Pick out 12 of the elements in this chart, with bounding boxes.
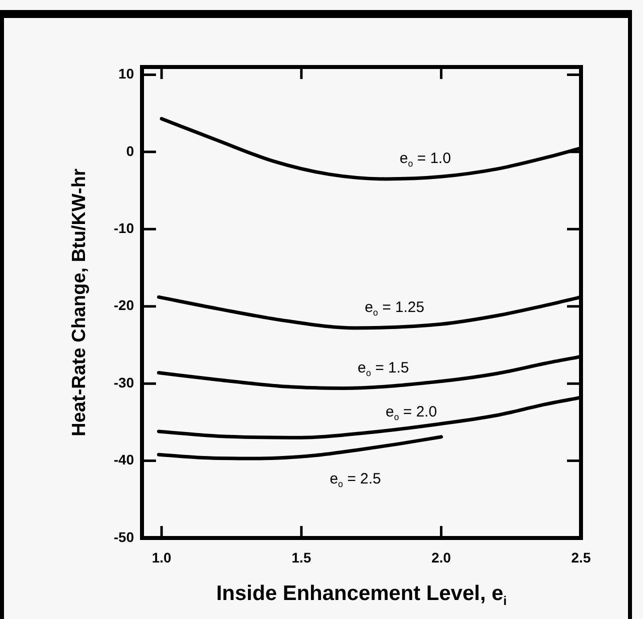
y-tick-label: -20 (114, 297, 134, 314)
x-tick-label: 2.0 (431, 549, 452, 566)
x-tick-label: 1.5 (292, 549, 312, 566)
y-tick-label: -30 (114, 374, 134, 390)
y-tick-label: 10 (118, 66, 134, 82)
y-tick-label: 0 (126, 142, 134, 159)
x-tick-label: 1.0 (152, 549, 172, 566)
y-tick-label: -10 (114, 220, 134, 236)
x-tick-label: 2.5 (571, 549, 591, 566)
y-axis-title: Heat-Rate Change, Btu/KW-hr (69, 168, 90, 436)
y-tick-label: -40 (114, 452, 134, 468)
y-tick-label: -50 (114, 528, 134, 545)
